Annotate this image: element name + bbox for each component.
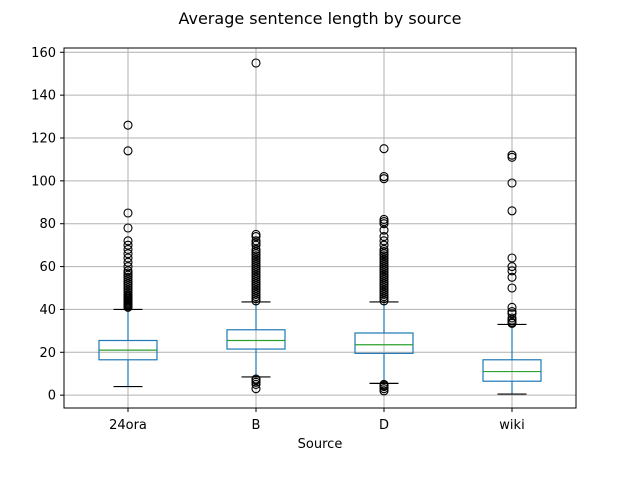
y-tick-label: 80 <box>39 217 56 232</box>
x-tick-label: 24ora <box>109 418 147 433</box>
box-group <box>482 150 542 395</box>
y-tick-label: 100 <box>31 174 56 189</box>
outlier-point <box>507 178 517 188</box>
x-tick-label: D <box>379 418 389 433</box>
outlier-point <box>379 379 389 389</box>
box-group <box>226 58 286 394</box>
outlier-point <box>379 232 389 242</box>
outlier-point <box>251 229 261 239</box>
outlier-point <box>123 266 133 276</box>
box-group <box>354 144 414 396</box>
outlier-point <box>251 374 261 384</box>
outlier-point <box>251 58 261 68</box>
outlier-point <box>123 253 133 263</box>
y-tick-label: 140 <box>31 89 56 104</box>
outlier-point <box>379 144 389 154</box>
outlier-point <box>379 244 389 254</box>
outlier-point <box>507 150 517 160</box>
y-tick-label: 20 <box>39 346 56 361</box>
gridlines <box>64 48 576 408</box>
plot-area <box>98 58 542 396</box>
outlier-point <box>251 236 261 246</box>
outlier-point <box>507 313 517 323</box>
outlier-point <box>507 272 517 282</box>
y-tick-label: 40 <box>39 303 56 318</box>
outlier-point <box>123 223 133 233</box>
outlier-point <box>123 236 133 246</box>
outlier-point <box>123 208 133 218</box>
y-tick-label: 160 <box>31 46 56 61</box>
outlier-point <box>379 214 389 224</box>
iqr-box <box>482 359 542 382</box>
outlier-point <box>507 253 517 263</box>
iqr-box <box>226 329 286 350</box>
outlier-point <box>123 146 133 156</box>
outlier-point <box>123 120 133 130</box>
outlier-point <box>507 206 517 216</box>
y-tick-label: 60 <box>39 260 56 275</box>
outlier-point <box>379 240 389 250</box>
outlier-point <box>379 172 389 182</box>
chart-title: Average sentence length by source <box>178 9 461 28</box>
outlier-point <box>507 262 517 272</box>
outlier-point <box>379 236 389 246</box>
x-axis-label: Source <box>298 437 343 452</box>
x-tick-label: B <box>252 418 261 433</box>
y-tick-label: 120 <box>31 132 56 147</box>
outlier-point <box>123 249 133 259</box>
outlier-point <box>123 262 133 272</box>
outlier-point <box>123 257 133 267</box>
box-group <box>98 120 158 388</box>
iqr-box <box>354 332 414 354</box>
y-tick-label: 0 <box>48 389 56 404</box>
outlier-point <box>507 302 517 312</box>
outlier-point <box>251 244 261 254</box>
outlier-point <box>123 240 133 250</box>
outlier-point <box>507 283 517 293</box>
plot-frame <box>63 47 577 409</box>
outlier-point <box>251 384 261 394</box>
outlier-point <box>379 225 389 235</box>
outlier-point <box>507 266 517 276</box>
outlier-point <box>123 244 133 254</box>
x-tick-label: wiki <box>499 418 524 433</box>
outlier-point <box>507 307 517 317</box>
